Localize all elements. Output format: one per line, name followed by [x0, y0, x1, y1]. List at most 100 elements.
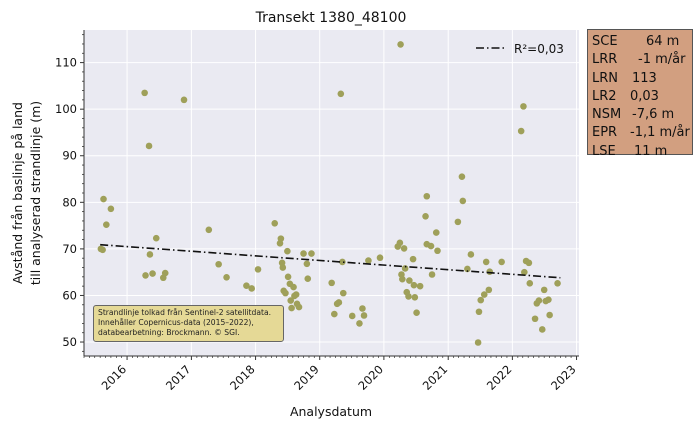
credit-line: Innehåller Copernicus-data (2015–2022),	[98, 318, 254, 327]
legend: R²=0,03	[476, 42, 564, 56]
data-point	[107, 205, 115, 213]
stat-key: NSM	[592, 107, 622, 123]
y-axis-label-line2: till analyserad strandlinje (m)	[28, 101, 43, 285]
data-point	[149, 270, 156, 277]
credit-line: Strandlinje tolkad från Sentinel-2 satel…	[98, 308, 272, 317]
data-point	[521, 268, 528, 276]
x-tick-label: 2017	[163, 362, 194, 393]
data-point	[271, 219, 279, 227]
data-point	[526, 280, 534, 287]
y-tick-label: 90	[62, 149, 77, 163]
stat-row-lrn: LRN 113	[592, 70, 692, 88]
data-point	[356, 320, 363, 327]
data-point	[331, 310, 338, 318]
data-point	[360, 312, 368, 319]
data-point	[401, 265, 409, 272]
x-tick-label: 2018	[227, 362, 258, 393]
data-point	[423, 192, 431, 200]
x-axis-label: Analysdatum	[290, 404, 372, 419]
data-point	[215, 260, 222, 268]
data-point	[405, 293, 412, 300]
stat-key: SCE	[592, 34, 618, 49]
data-point	[287, 297, 295, 304]
data-point	[284, 273, 292, 281]
data-point	[337, 90, 345, 98]
data-point	[141, 89, 148, 97]
y-tick-label: 60	[62, 288, 77, 302]
data-point	[454, 218, 462, 226]
stat-row-lrr: LRR -1 m/år	[592, 51, 692, 69]
stat-value: -1 m/år	[638, 52, 686, 68]
data-point	[406, 277, 413, 284]
x-tick-label: 2022	[484, 362, 515, 393]
stat-value: 113	[632, 70, 657, 86]
x-tick-label: 2019	[291, 362, 322, 393]
regression-line	[100, 243, 561, 279]
data-point	[545, 296, 552, 303]
data-point	[482, 258, 490, 266]
x-tick-label: 2020	[355, 362, 386, 393]
data-point	[180, 96, 188, 104]
data-point	[290, 283, 297, 291]
data-point	[292, 291, 300, 298]
plot-area	[84, 30, 579, 356]
data-point	[161, 269, 169, 277]
data-point	[422, 212, 429, 220]
statistics-box: SCE 64 m LRR -1 m/år LRN 113 LR2 0,03 NSM -7,…	[587, 29, 693, 159]
data-point	[304, 275, 312, 282]
data-point	[416, 282, 424, 290]
data-point	[100, 195, 107, 203]
data-point	[328, 279, 335, 287]
stat-row-epr: EPR -1,1 m/år	[592, 124, 692, 142]
data-point	[339, 258, 346, 266]
stat-key: LRN	[592, 70, 618, 86]
data-point	[498, 258, 505, 266]
data-point	[458, 173, 466, 180]
stat-row-nsm: NSM -7,6 m	[592, 106, 692, 124]
data-point	[103, 221, 110, 228]
data-point	[535, 297, 543, 304]
data-point	[348, 312, 356, 320]
data-point	[400, 245, 408, 252]
data-point	[410, 281, 418, 289]
data-point	[538, 326, 546, 333]
data-point	[376, 254, 384, 262]
data-point	[308, 250, 315, 257]
data-point	[282, 289, 289, 297]
data-point	[475, 308, 483, 316]
data-point	[477, 296, 485, 304]
data-point	[413, 309, 420, 316]
data-point	[397, 41, 404, 48]
data-point	[432, 229, 440, 236]
data-point	[223, 273, 230, 281]
chart-title: Transekt 1380_48100	[255, 10, 407, 26]
data-point	[396, 239, 404, 247]
data-point	[284, 247, 291, 255]
data-point	[279, 264, 287, 271]
data-point	[554, 280, 561, 287]
stat-value: 64 m	[646, 34, 680, 49]
stat-key: LR2	[592, 88, 617, 104]
y-tick-label: 70	[62, 242, 77, 256]
data-point	[434, 247, 441, 255]
data-point	[428, 271, 436, 278]
data-point	[303, 260, 311, 268]
stat-key: LSE	[592, 143, 616, 159]
data-point	[474, 339, 482, 346]
x-tick-label: 2016	[99, 362, 130, 393]
data-point	[277, 235, 285, 242]
data-point	[359, 305, 366, 312]
data-point	[99, 246, 106, 254]
data-point	[540, 286, 548, 294]
credit-line: databearbetning: Brockmann. © SGI.	[98, 328, 240, 337]
stat-row-lse: LSE 11 m	[592, 143, 692, 161]
data-point	[365, 257, 372, 264]
y-tick-label: 100	[55, 102, 77, 116]
data-point	[254, 266, 262, 273]
data-point	[146, 251, 154, 258]
data-credit-box: Strandlinje tolkad från Sentinel-2 satel…	[93, 305, 284, 342]
data-point	[142, 272, 149, 279]
data-point	[427, 242, 435, 250]
stat-value: 0,03	[630, 88, 659, 104]
